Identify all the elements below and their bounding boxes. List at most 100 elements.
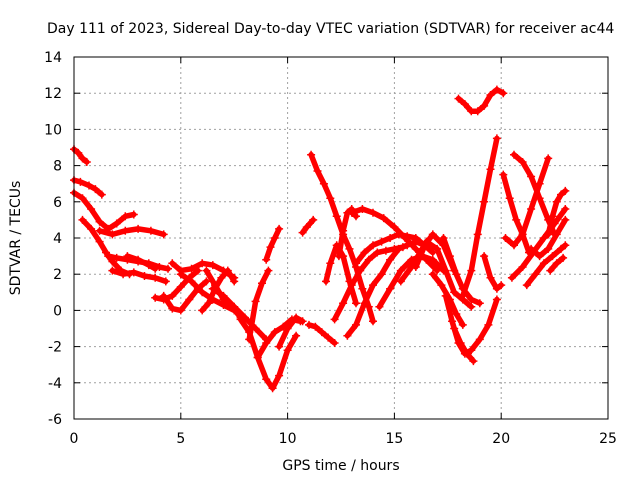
data-point (428, 255, 437, 264)
data-point (497, 281, 506, 290)
data-point (275, 371, 284, 380)
data-point (309, 215, 318, 224)
data-point (480, 252, 489, 261)
data-point (561, 186, 570, 195)
data-point (74, 148, 83, 157)
data-point (347, 208, 356, 217)
data-point (369, 241, 377, 250)
x-tick-label: 15 (385, 431, 403, 447)
y-tick-label: 14 (44, 50, 62, 66)
data-point (262, 375, 271, 384)
data-point (176, 270, 185, 279)
data-point (375, 302, 384, 311)
data-point (270, 234, 279, 242)
data-point (548, 252, 557, 261)
data-point (236, 315, 245, 324)
data-point (377, 237, 386, 246)
data-point (298, 317, 307, 326)
data-point (253, 353, 262, 362)
y-tick-label: 10 (44, 122, 62, 138)
y-tick-label: 6 (53, 195, 62, 211)
data-point (394, 244, 403, 253)
data-point (230, 277, 239, 286)
y-tick-label: -4 (48, 376, 62, 392)
data-point (456, 339, 465, 347)
data-series-trace-7 (109, 267, 169, 285)
data-point (535, 194, 544, 203)
data-series-trace-1 (71, 146, 90, 165)
data-point (501, 234, 510, 242)
data-point (352, 259, 360, 268)
data-series-trace-18 (263, 226, 282, 263)
data-point (208, 284, 217, 293)
y-axis-label: SDTVAR / TECUs (8, 181, 24, 296)
data-point (484, 320, 493, 329)
data-point (164, 264, 172, 273)
data-series-trace-43 (509, 206, 569, 281)
data-point (134, 255, 143, 264)
data-point (311, 322, 320, 331)
data-point (439, 234, 448, 242)
data-point (78, 194, 87, 203)
x-tick-label: 20 (492, 431, 510, 447)
data-point (339, 226, 348, 235)
data-point (548, 212, 557, 221)
data-point (161, 277, 170, 286)
data-point (159, 291, 168, 300)
data-point (97, 190, 106, 199)
data-point (198, 306, 207, 315)
data-point (251, 297, 260, 306)
data-point (396, 266, 405, 275)
data-point (467, 295, 476, 304)
data-point (121, 212, 130, 221)
data-point (544, 230, 553, 239)
data-point (230, 302, 239, 311)
data-point (268, 384, 277, 393)
data-point (208, 261, 217, 270)
data-point (473, 107, 482, 116)
data-point (85, 181, 93, 190)
data-point (219, 291, 228, 300)
data-point (448, 317, 457, 326)
data-point (463, 349, 471, 358)
data-point (499, 89, 508, 98)
data-point (258, 279, 266, 288)
data-point (492, 295, 501, 304)
data-point (358, 284, 367, 293)
data-point (433, 244, 442, 253)
data-point (557, 244, 565, 253)
data-point (445, 252, 454, 261)
data-point (95, 237, 104, 246)
x-tick-label: 10 (279, 431, 297, 447)
data-point (168, 304, 177, 313)
data-point (467, 266, 476, 275)
data-point (307, 150, 316, 159)
x-axis-label: GPS time / hours (282, 458, 399, 474)
y-tick-label: -6 (48, 412, 62, 428)
chart-title: Day 111 of 2023, Sidereal Day-to-day VTE… (47, 21, 614, 37)
data-point (480, 101, 489, 110)
data-point (492, 134, 501, 143)
data-point (454, 94, 463, 103)
x-tick-label: 0 (70, 431, 79, 447)
data-point (450, 324, 459, 333)
data-point (510, 241, 518, 250)
data-point (283, 324, 292, 333)
data-point (561, 241, 570, 250)
data-point (95, 226, 104, 235)
data-point (91, 185, 100, 194)
data-point (527, 244, 536, 253)
data-point (546, 266, 555, 275)
data-point (467, 346, 476, 355)
data-point (202, 277, 211, 286)
data-point (302, 223, 311, 232)
data-point (176, 282, 185, 291)
data-point (452, 310, 461, 318)
data-point (134, 224, 143, 233)
data-point (539, 234, 548, 242)
data-point (198, 288, 207, 297)
data-point (78, 154, 87, 163)
data-point (544, 244, 553, 253)
data-series-trace-39 (455, 86, 507, 115)
